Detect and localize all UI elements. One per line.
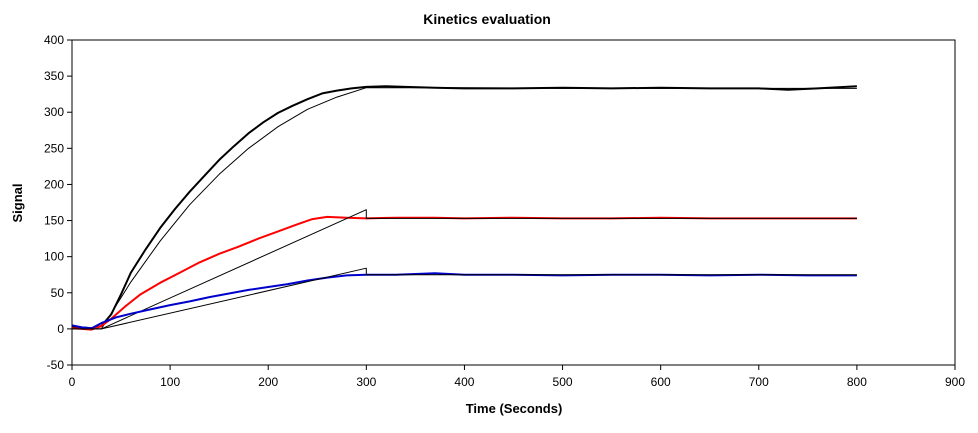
y-tick-label: 400 (44, 33, 64, 47)
fit-line-5 (72, 267, 857, 330)
measured-series-0 (71, 85, 857, 330)
y-tick-label: 250 (44, 141, 64, 155)
y-tick-label: 100 (44, 250, 64, 264)
x-tick-label: 900 (945, 375, 965, 389)
chart-title: Kinetics evaluation (423, 11, 551, 27)
fit-line-1 (72, 87, 857, 330)
y-tick-label: 150 (44, 214, 64, 228)
x-tick-label: 700 (749, 375, 769, 389)
y-tick-label: 200 (44, 177, 64, 191)
y-tick-label: 0 (57, 322, 64, 336)
x-tick-label: 300 (356, 375, 376, 389)
x-tick-label: 400 (454, 375, 474, 389)
x-axis: 0 100 200 300 400 500 600 700 800 900 (69, 365, 965, 389)
measured-series-2 (71, 215, 857, 331)
x-axis-label: Time (Seconds) (466, 401, 563, 416)
y-tick-label: 300 (44, 105, 64, 119)
x-tick-label: 800 (847, 375, 867, 389)
x-tick-label: 100 (160, 375, 180, 389)
measured-series-4 (71, 272, 857, 330)
x-tick-label: 600 (651, 375, 671, 389)
y-tick-label: -50 (47, 358, 65, 372)
fit-line-3 (72, 209, 857, 330)
y-tick-label: 350 (44, 69, 64, 83)
y-tick-label: 50 (51, 286, 65, 300)
x-tick-label: 200 (258, 375, 278, 389)
x-tick-label: 500 (553, 375, 573, 389)
y-axis: -50 0 50 100 150 200 250 300 350 400 (44, 33, 72, 372)
x-tick-label: 0 (69, 375, 76, 389)
series-layer (71, 85, 857, 331)
y-axis-label: Signal (10, 183, 25, 222)
plot-area-frame (71, 39, 956, 366)
